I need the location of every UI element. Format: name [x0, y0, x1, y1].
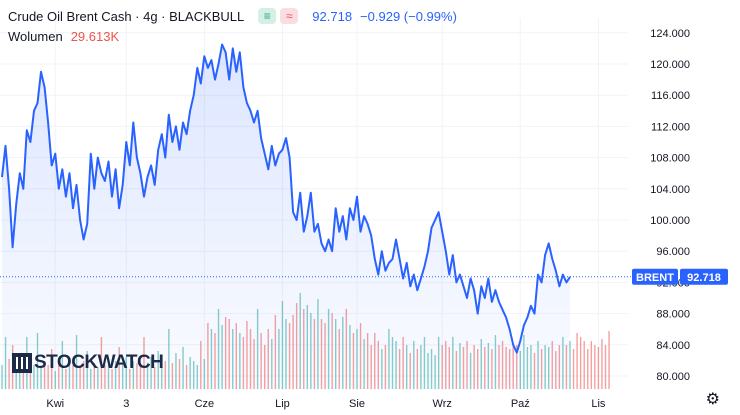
x-axis[interactable]: Kwi 3 Cze Lip Sie Wrz Paź Lis [46, 398, 606, 410]
y-tick-label: 104.000 [650, 184, 690, 196]
y-tick-label: 96.000 [656, 246, 690, 258]
y-axis[interactable]: 80.00084.00088.00092.00096.000100.000104… [650, 28, 690, 383]
data-delay-badge[interactable]: ≈ [280, 8, 299, 24]
volume-bar [572, 349, 575, 389]
volume-bar [601, 339, 603, 389]
ticker-tag-label: BRENT [636, 272, 674, 284]
settings-gear-icon[interactable]: ⚙ [705, 391, 720, 408]
volume-bar [587, 349, 589, 389]
x-tick-label: Kwi [46, 398, 64, 410]
market-open-badge[interactable]: ≡ [258, 8, 277, 24]
x-tick-label: Sie [349, 398, 365, 410]
y-tick-label: 100.000 [650, 215, 690, 227]
last-price: 92.718 [312, 8, 353, 24]
y-tick-label: 84.000 [656, 340, 690, 352]
price-tags: BRENT 92.718 [632, 268, 728, 285]
y-tick-label: 112.000 [651, 121, 690, 133]
volume-bar [608, 331, 610, 389]
volume-bar [583, 341, 585, 389]
volume-value: 29.613K [70, 28, 120, 44]
symbol-title[interactable]: Crude Oil Brent Cash · 4g · BLACKBULL [8, 8, 245, 24]
ticker-tag [632, 268, 678, 285]
logo-text: STOCKWATCH [34, 352, 164, 373]
x-tick-label: Paź [511, 398, 530, 410]
x-tick-label: Lip [275, 398, 290, 410]
y-tick-label: 120.000 [650, 59, 690, 71]
volume-bar [579, 337, 582, 389]
price-line [1, 43, 571, 354]
last-value-label: 92.718 [687, 272, 721, 284]
volume-bar [604, 345, 607, 389]
stockwatch-logo: STOCKWATCH [12, 352, 164, 374]
volume-bar [576, 333, 578, 389]
y-tick-label: 88.000 [656, 309, 690, 321]
x-tick-label: 3 [123, 398, 129, 410]
y-tick-label: 108.000 [650, 153, 690, 165]
logo-mark-icon [12, 353, 32, 373]
y-tick-label: 116.000 [651, 90, 690, 102]
x-tick-label: Wrz [433, 398, 452, 410]
volume-bar [590, 341, 592, 389]
volume-bar [594, 345, 596, 389]
y-tick-label: 80.000 [656, 371, 690, 383]
symbol-row: Crude Oil Brent Cash · 4g · BLACKBULL ≡ … [8, 6, 457, 26]
volume-bar [597, 347, 600, 389]
y-tick-label: 124.000 [650, 28, 690, 40]
price-area [2, 44, 570, 390]
x-tick-label: Cze [195, 398, 215, 410]
chart-legend: Crude Oil Brent Cash · 4g · BLACKBULL ≡ … [8, 6, 457, 46]
price-change: −0.929 (−0.99%) [360, 8, 457, 24]
volume-bar [1, 365, 3, 389]
volume-row: Wolumen 29.613K [8, 26, 457, 46]
volume-label[interactable]: Wolumen [8, 28, 63, 44]
last-value-tag [680, 268, 728, 285]
x-tick-label: Lis [591, 398, 606, 410]
